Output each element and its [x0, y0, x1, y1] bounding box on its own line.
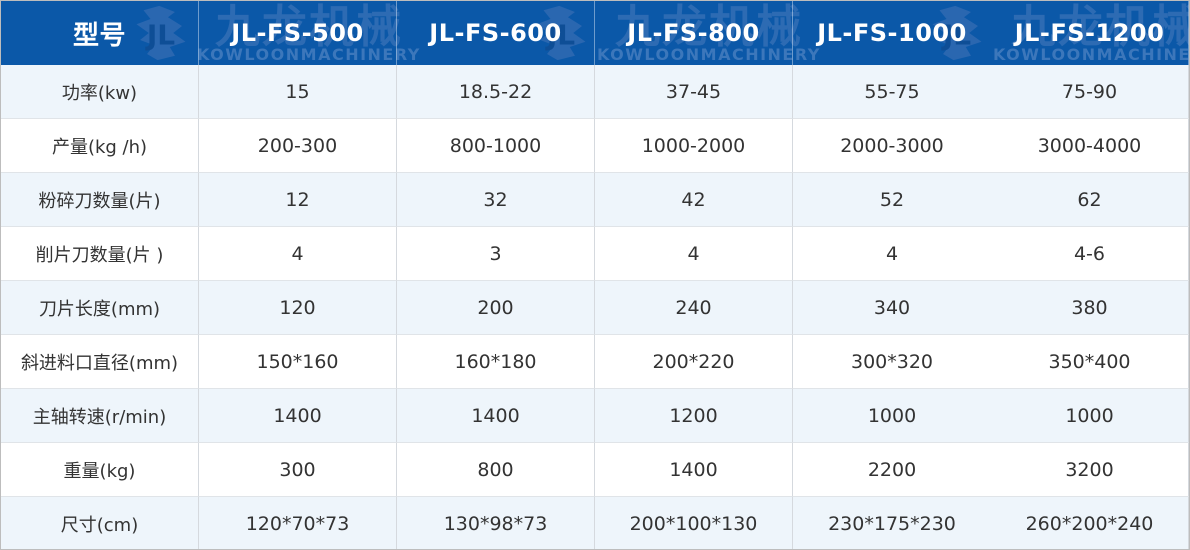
table-cell: 1400 [595, 443, 793, 497]
table-cell: 12 [199, 173, 397, 227]
table-cell: 800-1000 [397, 119, 595, 173]
table-cell: 4 [793, 227, 991, 281]
table-cell: 1400 [397, 389, 595, 443]
column-header-jl-fs-1200: JL-FS-1200 [991, 1, 1189, 65]
table-cell: 260*200*240 [991, 497, 1189, 549]
column-header-jl-fs-1000: JL-FS-1000 [817, 19, 967, 47]
table-cell: 3 [397, 227, 595, 281]
table-cell: 52 [793, 173, 991, 227]
table-cell: 15 [199, 65, 397, 119]
table-cell: 200*100*130 [595, 497, 793, 549]
table-cell: 3200 [991, 443, 1189, 497]
table-cell: 200 [397, 281, 595, 335]
table-cell: 4 [595, 227, 793, 281]
table-cell: 37-45 [595, 65, 793, 119]
table-cell: 130*98*73 [397, 497, 595, 549]
table-cell: 32 [397, 173, 595, 227]
table-cell: 1000 [793, 389, 991, 443]
table-cell: 380 [991, 281, 1189, 335]
table-cell: 240 [595, 281, 793, 335]
table-cell: 1400 [199, 389, 397, 443]
table-cell: 2000-3000 [793, 119, 991, 173]
row-label-chipping-blades: 削片刀数量(片 ) [1, 227, 199, 281]
table-cell: 2200 [793, 443, 991, 497]
table-cell: 300*320 [793, 335, 991, 389]
table-cell: 4-6 [991, 227, 1189, 281]
table-cell: 120 [199, 281, 397, 335]
table-cell: 800 [397, 443, 595, 497]
table-cell: 200*220 [595, 335, 793, 389]
column-header-jl-fs-600: JL-FS-600 [397, 1, 595, 65]
table-cell: 340 [793, 281, 991, 335]
table-cell: 1200 [595, 389, 793, 443]
row-label-spindle-speed: 主轴转速(r/min) [1, 389, 199, 443]
table-cell: 42 [595, 173, 793, 227]
table-cell: 4 [199, 227, 397, 281]
table-cell: 18.5-22 [397, 65, 595, 119]
row-label-inlet-diameter: 斜进料口直径(mm) [1, 335, 199, 389]
table-cell: 3000-4000 [991, 119, 1189, 173]
row-label-dimensions: 尺寸(cm) [1, 497, 199, 549]
table-cell: 75-90 [991, 65, 1189, 119]
row-label-blade-length: 刀片长度(mm) [1, 281, 199, 335]
table-cell: 150*160 [199, 335, 397, 389]
row-label-crushing-blades: 粉碎刀数量(片) [1, 173, 199, 227]
column-header-model: 型号 [1, 1, 199, 65]
table-cell: 160*180 [397, 335, 595, 389]
row-label-weight: 重量(kg) [1, 443, 199, 497]
table-cell: 62 [991, 173, 1189, 227]
table-cell: 120*70*73 [199, 497, 397, 549]
column-header-jl-fs-800: JL-FS-800 [595, 1, 793, 65]
row-label-output: 产量(kg /h) [1, 119, 199, 173]
table-cell: 300 [199, 443, 397, 497]
table-cell: 55-75 [793, 65, 991, 119]
table-cell: 230*175*230 [793, 497, 991, 549]
table-cell: 350*400 [991, 335, 1189, 389]
row-label-power: 功率(kw) [1, 65, 199, 119]
column-header-jl-fs-500: JL-FS-500 [199, 1, 397, 65]
table-cell: 1000-2000 [595, 119, 793, 173]
table-cell: 200-300 [199, 119, 397, 173]
table-cell: 1000 [991, 389, 1189, 443]
